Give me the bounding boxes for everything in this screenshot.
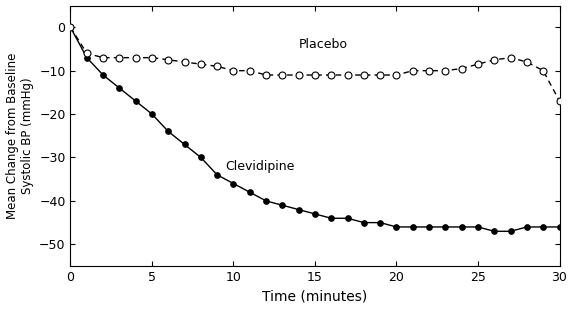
Text: Placebo: Placebo <box>299 38 348 51</box>
Y-axis label: Mean Change from Baseline
Systolic BP (mmHg): Mean Change from Baseline Systolic BP (m… <box>6 53 34 219</box>
X-axis label: Time (minutes): Time (minutes) <box>262 290 368 303</box>
Text: Clevidipine: Clevidipine <box>225 160 295 173</box>
